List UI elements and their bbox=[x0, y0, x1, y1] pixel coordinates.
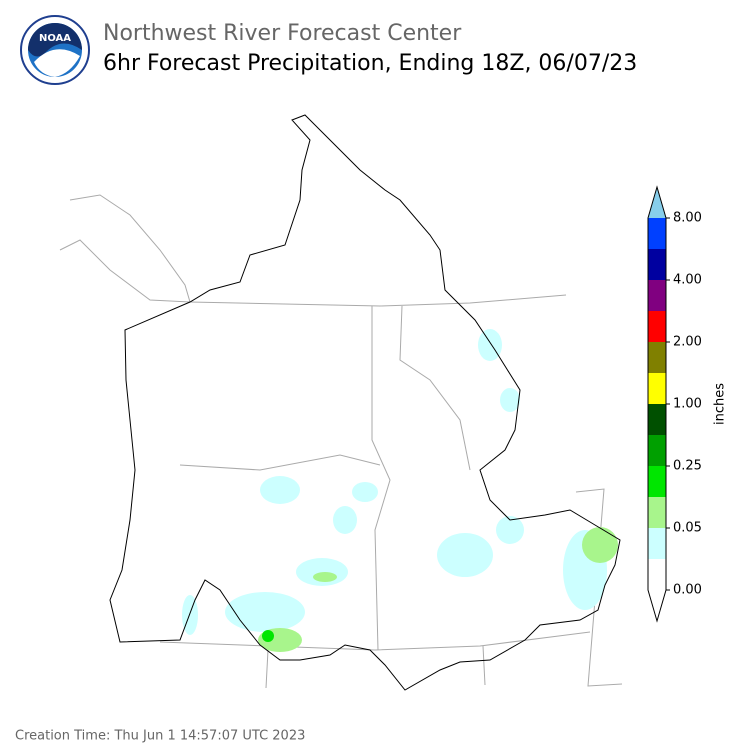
basin-outline bbox=[109, 114, 621, 691]
colorbar-bin bbox=[648, 249, 666, 280]
map bbox=[59, 114, 623, 691]
colorbar-tick-label: 4.00 bbox=[673, 273, 702, 288]
colorbar-bin bbox=[648, 435, 666, 466]
boundaries bbox=[59, 194, 623, 689]
colorbar-bin bbox=[648, 342, 666, 373]
colorbar-bin bbox=[648, 280, 666, 311]
colorbar-tick-label: 8.00 bbox=[673, 211, 702, 226]
colorbar-bin bbox=[648, 218, 666, 249]
colorbar-extend-bottom bbox=[648, 590, 666, 621]
title: Northwest River Forecast Center bbox=[103, 21, 462, 46]
colorbar-bin bbox=[648, 373, 666, 404]
colorbar-bin bbox=[648, 528, 666, 559]
colorbar-label: inches bbox=[713, 383, 728, 425]
logo: NOAA bbox=[20, 15, 90, 85]
colorbar-tick-label: 0.25 bbox=[673, 459, 702, 474]
colorbar-bin bbox=[648, 466, 666, 497]
colorbar-tick-label: 2.00 bbox=[673, 335, 702, 350]
colorbar-tick-label: 0.05 bbox=[673, 521, 702, 536]
colorbar-bin bbox=[648, 311, 666, 342]
colorbar: 0.00 0.05 0.25 1.00 2.00 4.00 8.00 bbox=[647, 185, 702, 623]
colorbar-bin bbox=[648, 497, 666, 528]
precip bbox=[182, 329, 618, 652]
colorbar-extend-top bbox=[648, 187, 666, 218]
colorbar-tick-label: 0.00 bbox=[673, 583, 702, 598]
colorbar-bin bbox=[648, 404, 666, 435]
subtitle: 6hr Forecast Precipitation, Ending 18Z, … bbox=[103, 51, 637, 76]
colorbar-bin bbox=[648, 559, 666, 590]
colorbar-tick-label: 1.00 bbox=[673, 397, 702, 412]
logo-text: NOAA bbox=[39, 33, 71, 44]
creation-time: Creation Time: Thu Jun 1 14:57:07 UTC 20… bbox=[15, 729, 305, 744]
